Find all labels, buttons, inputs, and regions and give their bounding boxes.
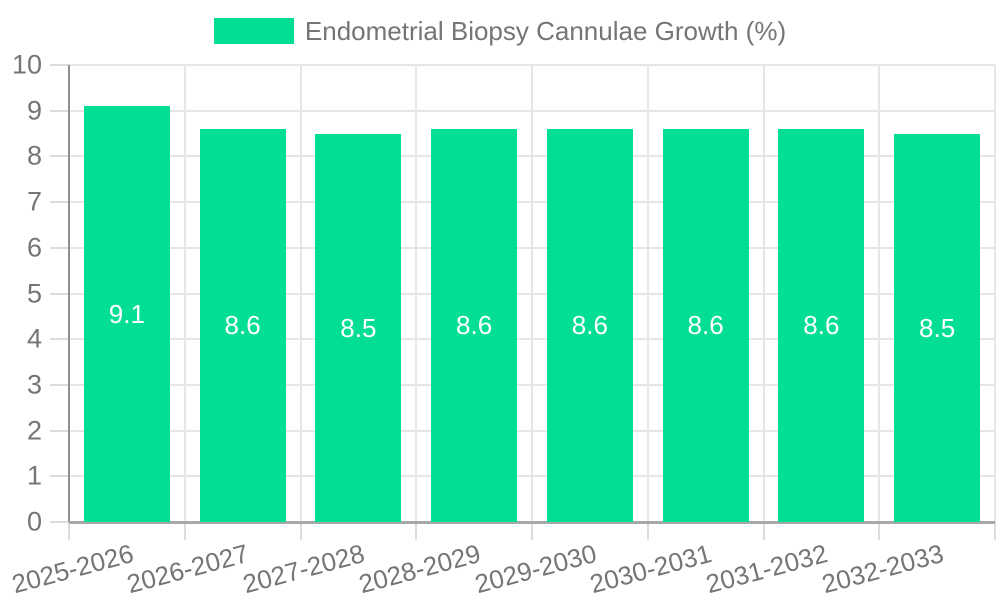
- y-tick-mark: [50, 201, 69, 204]
- v-gridline: [183, 65, 186, 522]
- y-tick-mark: [50, 475, 69, 478]
- y-tick-mark: [50, 64, 69, 66]
- x-tick-label: 2029-2030: [471, 538, 600, 600]
- bar-value-label: 8.6: [224, 310, 261, 341]
- y-tick-label: 10: [11, 49, 42, 80]
- y-tick-label: 5: [26, 278, 42, 308]
- bar[interactable]: 8.6: [546, 128, 633, 522]
- v-gridline: [646, 65, 649, 522]
- x-tick-mark: [68, 522, 70, 540]
- x-tick-mark: [762, 522, 765, 540]
- y-tick-label: 7: [26, 186, 42, 217]
- x-tick-mark: [994, 522, 996, 540]
- bar-value-label: 8.6: [456, 310, 493, 341]
- y-tick-label: 8: [26, 140, 42, 171]
- x-tick-label: 2030-2031: [587, 538, 715, 600]
- y-tick-label: 2: [26, 415, 42, 446]
- plot-area: 9.1 8.6 8.5 8.6 8.6 8.6 8.6 8.5 0 1 2 3 4 5 6 7 8 9 10 20…: [8, 51, 996, 599]
- y-tick-mark: [50, 155, 69, 158]
- bar-value-label: 8.5: [919, 312, 956, 343]
- bar-value-label: 8.6: [803, 310, 840, 341]
- y-tick-label: 0: [26, 506, 42, 537]
- bar[interactable]: 8.5: [894, 133, 981, 522]
- x-tick-label: 2026-2027: [124, 538, 252, 600]
- y-tick-label: 4: [26, 323, 42, 354]
- y-tick-label: 1: [26, 460, 42, 491]
- x-tick-label: 2032-2033: [818, 538, 947, 600]
- x-tick-mark: [183, 522, 186, 540]
- x-tick-label: 2031-2032: [702, 538, 831, 600]
- bar[interactable]: 8.6: [199, 128, 286, 522]
- bar[interactable]: 8.6: [662, 128, 749, 522]
- bar[interactable]: 8.6: [778, 128, 865, 522]
- v-gridline: [531, 65, 533, 522]
- legend[interactable]: Endometrial Biopsy Cannulae Growth (%): [0, 18, 1000, 44]
- x-tick-mark: [299, 522, 302, 540]
- bar[interactable]: 8.6: [431, 128, 518, 522]
- x-tick-mark: [646, 522, 649, 540]
- x-tick-label: 2025-2026: [8, 538, 137, 600]
- v-gridline: [762, 65, 765, 522]
- y-tick-label: 6: [26, 232, 42, 263]
- y-tick-mark: [50, 109, 69, 112]
- legend-swatch: [213, 18, 294, 44]
- bar[interactable]: 8.5: [315, 133, 402, 522]
- bar[interactable]: 9.1: [83, 106, 170, 522]
- y-tick-mark: [50, 429, 69, 432]
- x-tick-mark: [415, 522, 418, 540]
- y-tick-label: 9: [26, 95, 42, 126]
- x-tick-label: 2027-2028: [239, 538, 368, 600]
- bar-value-label: 8.6: [571, 310, 608, 341]
- y-tick-mark: [50, 292, 69, 295]
- y-tick-mark: [50, 246, 69, 249]
- x-tick-mark: [878, 522, 881, 540]
- v-gridline: [878, 65, 881, 522]
- x-tick-label: 2028-2029: [355, 538, 484, 600]
- x-tick-mark: [531, 522, 533, 540]
- v-gridline: [299, 65, 302, 522]
- v-gridline: [994, 65, 996, 522]
- y-axis-line: [68, 65, 70, 522]
- y-tick-label: 3: [26, 369, 42, 400]
- y-tick-mark: [50, 383, 69, 386]
- bar-value-label: 9.1: [108, 299, 145, 330]
- bar-value-label: 8.5: [340, 312, 377, 343]
- bar-value-label: 8.6: [687, 310, 724, 341]
- y-tick-mark: [50, 521, 69, 523]
- legend-label: Endometrial Biopsy Cannulae Growth (%): [304, 16, 787, 46]
- y-tick-mark: [50, 338, 69, 341]
- x-axis-line: [69, 521, 995, 524]
- v-gridline: [415, 65, 418, 522]
